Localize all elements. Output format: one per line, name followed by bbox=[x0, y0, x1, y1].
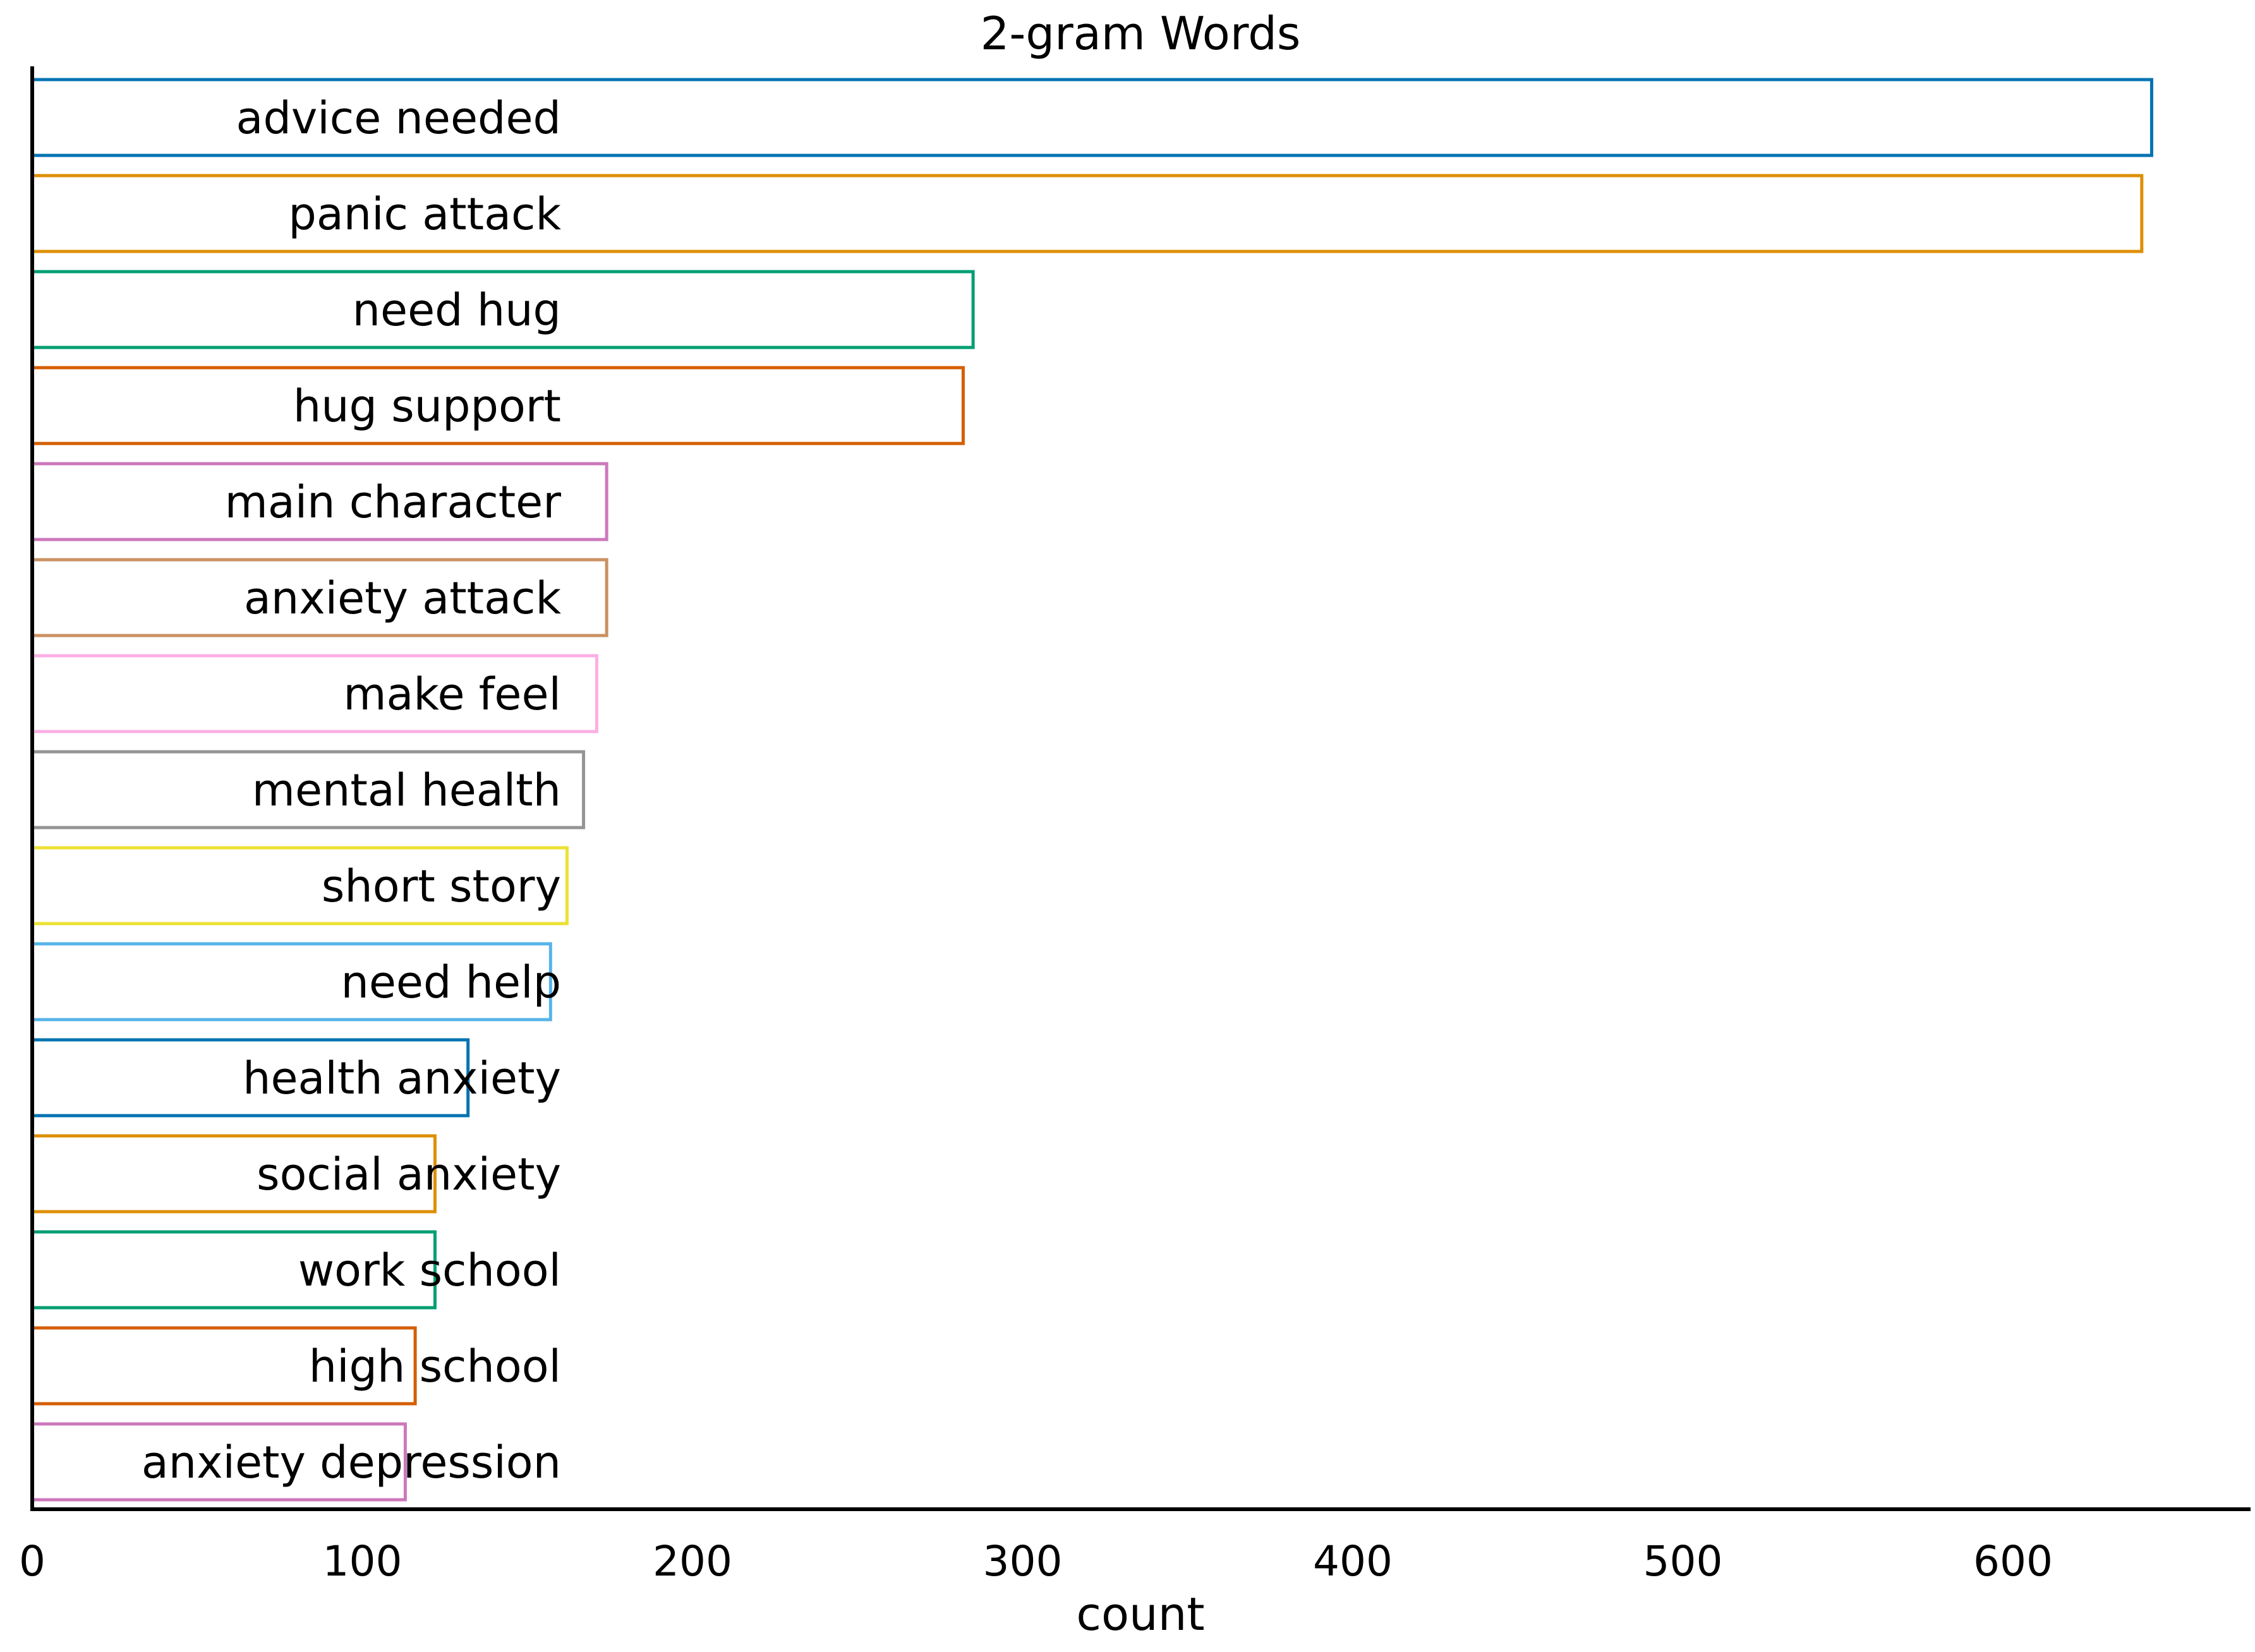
chart-title: 2-gram Words bbox=[981, 7, 1301, 60]
x-tick-label: 300 bbox=[983, 1537, 1063, 1586]
category-label: mental health bbox=[252, 764, 561, 816]
x-tick-label: 0 bbox=[19, 1537, 45, 1586]
category-label: make feel bbox=[343, 668, 561, 720]
category-label: advice needed bbox=[236, 92, 561, 144]
x-axis-label: count bbox=[1076, 1588, 1204, 1641]
category-label: short story bbox=[322, 860, 561, 912]
category-label: high school bbox=[309, 1341, 561, 1392]
category-label: social anxiety bbox=[257, 1149, 561, 1200]
x-tick-label: 600 bbox=[1973, 1537, 2053, 1586]
category-label: health anxiety bbox=[243, 1052, 561, 1104]
x-tick-label: 100 bbox=[323, 1537, 402, 1586]
category-label: work school bbox=[298, 1245, 561, 1296]
bar-labels-group: advice needed panic attack need hug hug sup… bbox=[142, 92, 562, 1488]
category-label: panic attack bbox=[288, 188, 561, 240]
category-label: anxiety attack bbox=[244, 572, 561, 624]
x-tick-labels-group: 0 100 200 300 400 500 600 bbox=[19, 1537, 2053, 1586]
category-label: hug support bbox=[293, 380, 561, 432]
category-label: need help bbox=[341, 956, 562, 1008]
x-tick-label: 400 bbox=[1313, 1537, 1393, 1586]
axes-group bbox=[30, 66, 2251, 1511]
category-label: need hug bbox=[353, 284, 561, 336]
category-label: anxiety depression bbox=[142, 1437, 561, 1488]
x-tick-label: 200 bbox=[653, 1537, 732, 1586]
x-tick-label: 500 bbox=[1643, 1537, 1723, 1586]
category-label: main character bbox=[225, 476, 562, 528]
